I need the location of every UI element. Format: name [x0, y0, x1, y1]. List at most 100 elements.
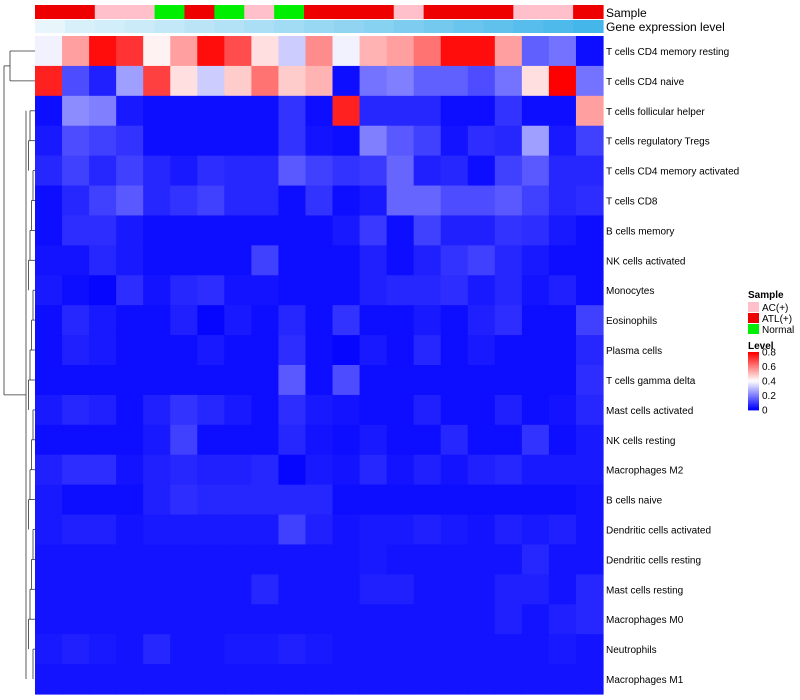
heatmap-cell — [251, 185, 280, 217]
heatmap-cell — [197, 394, 225, 426]
heatmap-cell — [170, 454, 198, 486]
heatmap-cell — [305, 65, 334, 97]
heatmap-cell — [116, 574, 144, 605]
heatmap-cell — [467, 125, 496, 157]
heatmap-cell — [386, 544, 415, 575]
heatmap-cell — [35, 65, 63, 97]
heatmap-cell — [89, 484, 117, 516]
heatmap-cell — [548, 634, 577, 665]
heatmap-cell — [332, 484, 361, 516]
heatmap-cell — [467, 634, 496, 665]
heatmap-cell — [143, 335, 171, 366]
heatmap-cell — [548, 185, 577, 217]
heatmap-cell — [251, 125, 280, 157]
heatmap-cell — [575, 275, 604, 306]
heatmap-cell — [413, 544, 442, 575]
heatmap-cell — [170, 215, 198, 246]
heatmap-cell — [116, 544, 144, 575]
sample-annotation-cell — [94, 5, 126, 19]
heatmap-cell — [116, 634, 144, 665]
level-colorbar-segment — [748, 388, 759, 391]
level-colorbar-segment — [748, 381, 759, 383]
heatmap-cell — [332, 215, 361, 246]
sample-annotation-cell — [393, 5, 425, 19]
heatmap-cell — [224, 125, 252, 157]
heatmap-cell — [143, 604, 171, 635]
heatmap-cell — [197, 185, 225, 217]
sample-annotation-cell — [363, 5, 395, 19]
heatmap-cell — [521, 245, 550, 276]
heatmap-cell — [521, 634, 550, 665]
heatmap-cell — [62, 365, 90, 396]
heatmap-cell — [89, 454, 117, 486]
heatmap-cell — [521, 215, 550, 246]
heatmap-cell — [359, 604, 388, 635]
heatmap-cell — [521, 305, 550, 336]
heatmap-cell — [521, 95, 550, 127]
row-label: T cells CD8 — [606, 197, 658, 208]
heatmap-cell — [413, 275, 442, 306]
heatmap-cell — [575, 424, 604, 456]
level-colorbar-segment — [748, 401, 759, 404]
heatmap-cell — [251, 36, 280, 67]
heatmap-cell — [548, 215, 577, 246]
heatmap-cell — [359, 335, 388, 366]
heatmap-cell — [35, 36, 63, 67]
heatmap-cell — [386, 664, 415, 695]
expression-level-cell — [35, 20, 66, 33]
heatmap-cell — [278, 365, 307, 396]
heatmap-cell — [467, 36, 496, 67]
heatmap-cell — [116, 155, 144, 187]
heatmap-cell — [548, 36, 577, 67]
heatmap-cell — [62, 275, 90, 306]
heatmap-cell — [494, 484, 523, 516]
heatmap-cell — [575, 245, 604, 276]
level-colorbar-segment — [748, 359, 759, 362]
expression-level-cell — [274, 20, 305, 33]
heatmap-cell — [494, 65, 523, 97]
sample-annotation-cell — [154, 5, 186, 19]
heatmap-cell — [251, 215, 280, 246]
heatmap-cell — [305, 454, 334, 486]
heatmap-cell — [359, 95, 388, 127]
heatmap-cell — [521, 365, 550, 396]
heatmap-cell — [305, 185, 334, 217]
heatmap-cell — [35, 335, 63, 366]
heatmap-cell — [143, 245, 171, 276]
heatmap-cell — [197, 664, 225, 695]
heatmap-cell — [197, 275, 225, 306]
heatmap-cell — [440, 335, 469, 366]
heatmap-cell — [62, 335, 90, 366]
sample-annotation-cell — [513, 5, 544, 19]
level-colorbar-segment — [748, 385, 759, 388]
heatmap-cell — [305, 365, 334, 396]
heatmap-cell — [143, 36, 171, 67]
sample-annotation-cell — [124, 5, 156, 19]
heatmap-cell — [89, 36, 117, 67]
heatmap-cell — [467, 95, 496, 127]
heatmap-cell — [494, 125, 523, 157]
heatmap-cell — [170, 664, 198, 695]
heatmap-cell — [170, 185, 198, 217]
heatmap-cell — [359, 424, 388, 456]
heatmap-cell — [89, 95, 117, 127]
heatmap-cell — [116, 275, 144, 306]
heatmap-cell — [89, 544, 117, 575]
heatmap-cell — [440, 125, 469, 157]
heatmap-cell — [251, 484, 280, 516]
heatmap-cell — [494, 275, 523, 306]
expression-level-cell — [573, 20, 604, 33]
heatmap-cell — [305, 275, 334, 306]
heatmap-cell — [521, 544, 550, 575]
heatmap-cell — [224, 65, 252, 97]
heatmap-cell — [116, 245, 144, 276]
heatmap-cell — [413, 245, 442, 276]
heatmap-cell — [197, 484, 225, 516]
heatmap-cell — [278, 305, 307, 336]
heatmap-cell — [116, 394, 144, 426]
heatmap-cell — [197, 544, 225, 575]
heatmap-cell — [386, 36, 415, 67]
heatmap-cell — [62, 155, 90, 187]
heatmap-cell — [575, 365, 604, 396]
heatmap-cell — [197, 604, 225, 635]
